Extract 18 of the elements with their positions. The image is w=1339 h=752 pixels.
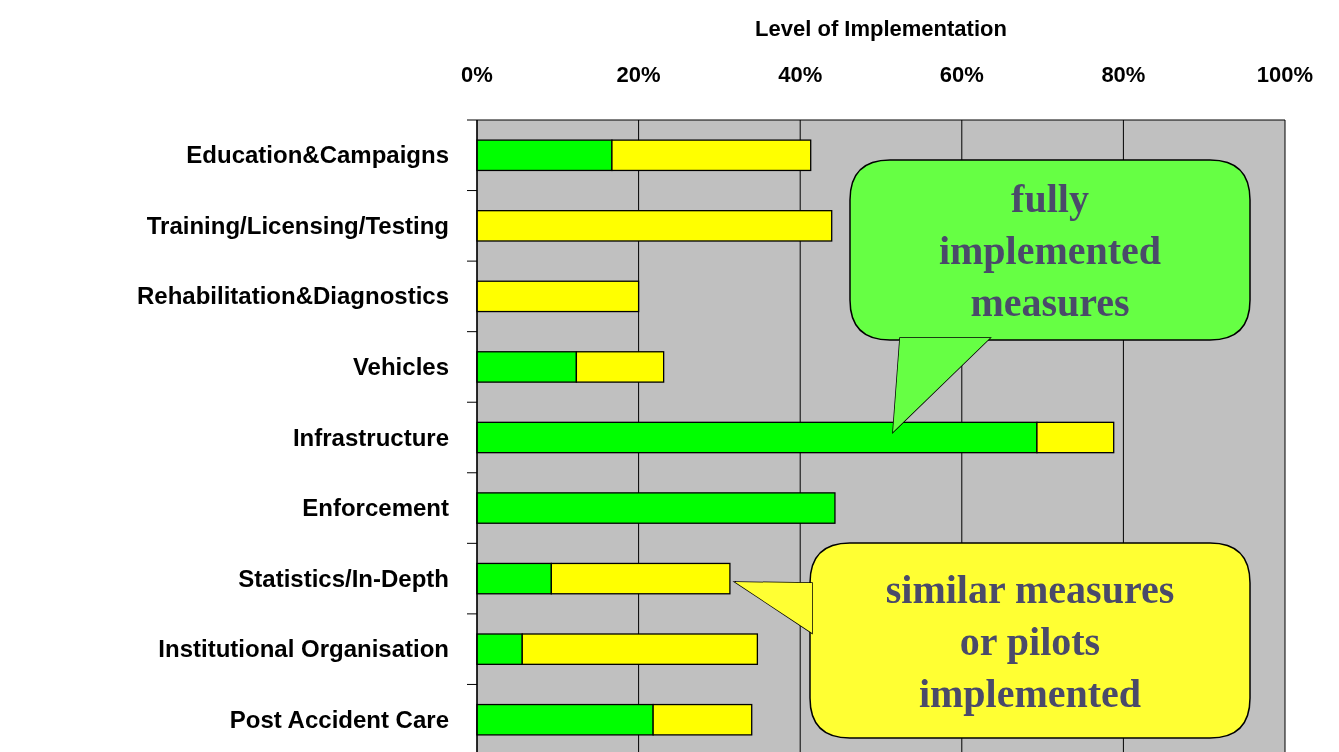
annotation: similar measures or pilots implemented xyxy=(885,566,1175,716)
y-tick-label: Institutional Organisation xyxy=(158,635,449,663)
y-tick-label: Rehabilitation&Diagnostics xyxy=(136,282,449,310)
x-tick-label: 20% xyxy=(616,62,661,87)
y-tick-label: Enforcement xyxy=(302,494,449,522)
x-tick-label: 60% xyxy=(939,62,984,87)
y-tick-label: Vehicles xyxy=(352,352,449,380)
chart-title: Level of Implementation xyxy=(755,16,1007,41)
x-tick-label: 40% xyxy=(778,62,823,87)
x-tick-label: 0% xyxy=(461,62,493,87)
y-tick-label: Training/Licensing/Testing xyxy=(146,211,449,239)
y-tick-label: Post Accident Care xyxy=(229,705,449,733)
x-tick-label: 80% xyxy=(1101,62,1146,87)
annotation: fully implemented measures xyxy=(938,176,1162,325)
x-tick-label: 100% xyxy=(1256,62,1314,87)
y-tick-label: Statistics/In-Depth xyxy=(238,564,449,592)
y-tick-label: Infrastructure xyxy=(292,423,449,451)
y-tick-label: Education&Campaigns xyxy=(186,141,449,169)
